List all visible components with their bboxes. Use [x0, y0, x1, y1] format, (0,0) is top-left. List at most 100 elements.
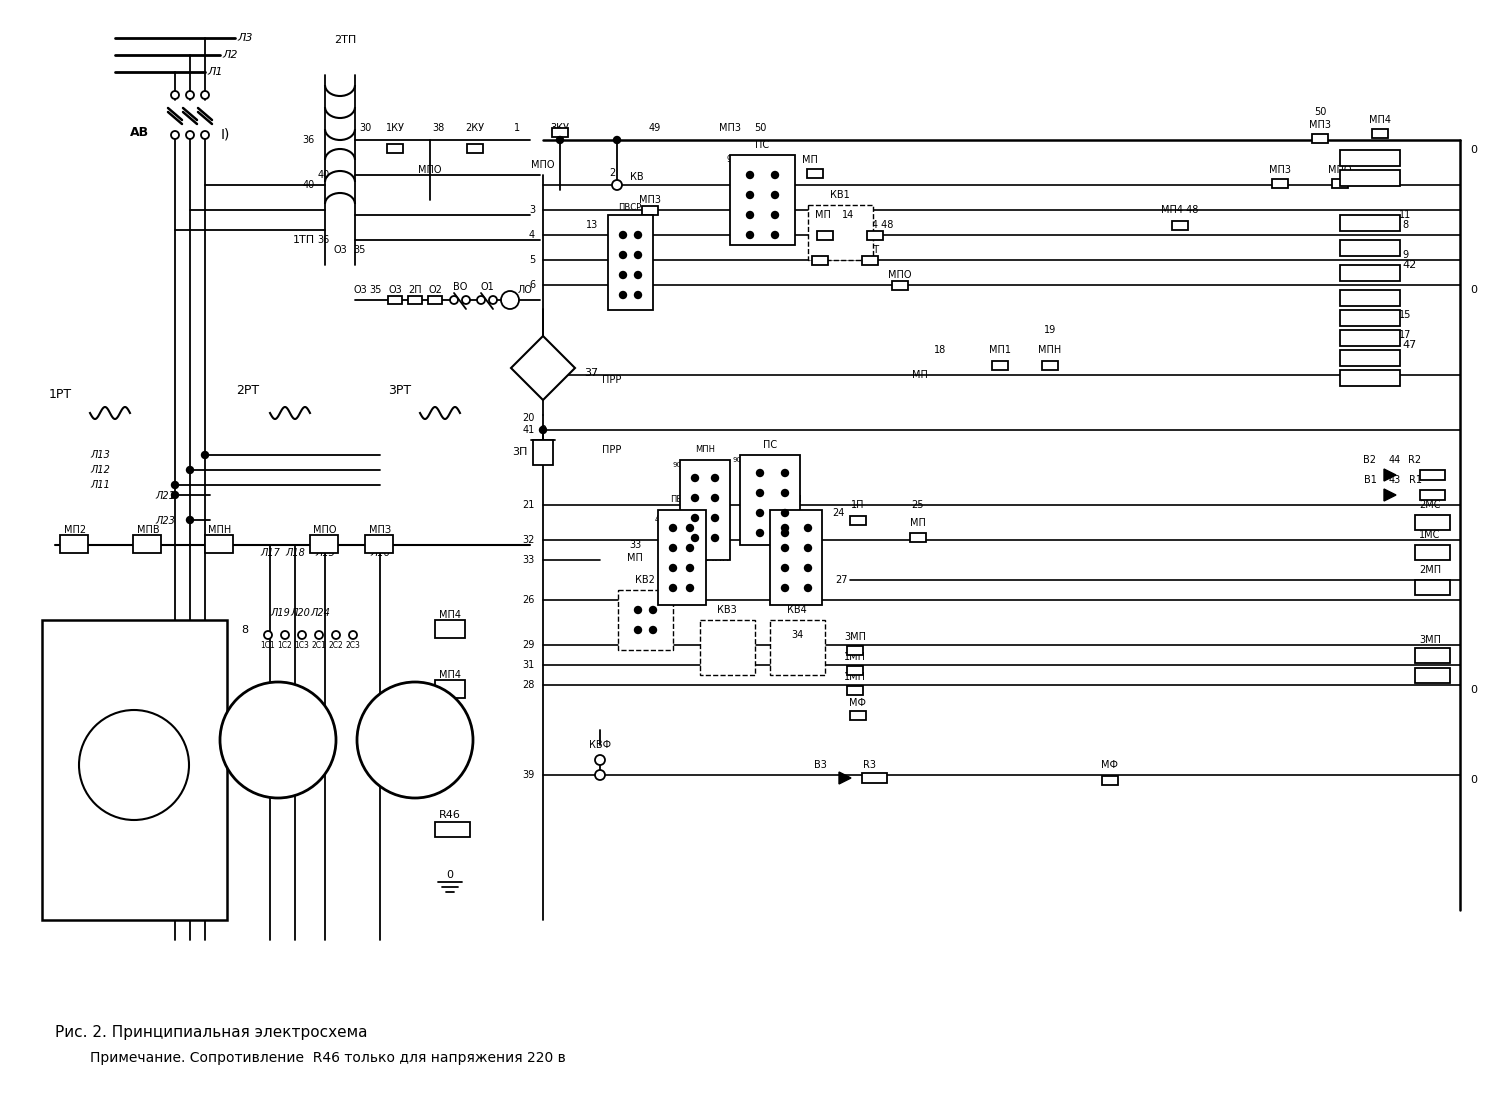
Text: R46: R46: [440, 810, 460, 820]
Circle shape: [771, 171, 778, 179]
Text: МПО: МПО: [531, 160, 555, 170]
Text: МП2: МП2: [1360, 314, 1380, 323]
Text: С4: С4: [174, 815, 189, 825]
Text: МП: МП: [912, 370, 928, 380]
Text: КВ: КВ: [630, 172, 644, 182]
Bar: [1420, 470, 1444, 480]
Text: 21: 21: [522, 499, 536, 511]
Text: Л17: Л17: [260, 548, 280, 558]
Circle shape: [782, 509, 789, 516]
Circle shape: [186, 91, 194, 99]
Text: МП3: МП3: [1360, 334, 1380, 343]
Text: 19: 19: [1044, 325, 1056, 335]
Text: В1: В1: [1364, 475, 1377, 485]
Text: МП1: МП1: [1359, 173, 1382, 183]
Text: Л23: Л23: [154, 516, 176, 526]
Circle shape: [687, 545, 693, 551]
Circle shape: [556, 137, 564, 144]
Text: 3П: 3П: [513, 448, 528, 457]
Circle shape: [350, 631, 357, 639]
Text: КВФ: КВФ: [590, 740, 610, 750]
Text: АВ: АВ: [130, 126, 150, 139]
Text: О3: О3: [352, 285, 368, 295]
Text: МПН: МПН: [694, 445, 715, 454]
Text: 2МП: 2МП: [1419, 565, 1442, 575]
Bar: [408, 296, 422, 304]
Circle shape: [771, 211, 778, 219]
Text: R1: R1: [1408, 475, 1422, 485]
Bar: [1340, 330, 1400, 346]
Circle shape: [692, 535, 699, 541]
Text: 1: 1: [514, 123, 520, 133]
Text: Л20: Л20: [290, 608, 310, 618]
Circle shape: [669, 525, 676, 532]
Circle shape: [540, 427, 546, 433]
Text: 36: 36: [303, 135, 315, 145]
Text: МПН: МПН: [1359, 243, 1382, 253]
Text: R2: R2: [1408, 455, 1422, 465]
Circle shape: [614, 137, 621, 144]
Polygon shape: [512, 336, 574, 400]
Bar: [466, 144, 483, 152]
Text: 36: 36: [318, 235, 330, 245]
Circle shape: [711, 535, 718, 541]
Text: 17: 17: [1400, 330, 1411, 340]
Text: МП1: МП1: [171, 670, 194, 680]
Text: 15: 15: [1400, 311, 1411, 320]
Text: МП: МП: [815, 210, 831, 220]
Text: ПРР: ПРР: [603, 375, 621, 385]
Text: КВ2: КВ2: [634, 575, 656, 585]
Bar: [730, 155, 795, 245]
Circle shape: [782, 529, 789, 537]
Text: 22: 22: [711, 508, 724, 518]
Circle shape: [804, 585, 812, 591]
Text: МП4 48: МП4 48: [856, 220, 894, 230]
Text: 43: 43: [1389, 475, 1401, 485]
Text: 2С1: 2С1: [312, 641, 327, 650]
Bar: [552, 128, 568, 137]
Text: ПП: ПП: [789, 495, 802, 505]
Text: Примечание. Сопротивление  R46 только для напряжения 220 в: Примечание. Сопротивление R46 только для…: [90, 1051, 566, 1065]
Circle shape: [620, 232, 627, 239]
Bar: [680, 460, 730, 560]
Text: 1МС: 1МС: [1419, 530, 1440, 540]
Text: МП: МП: [627, 552, 644, 564]
Text: 1РТ: 1РТ: [812, 245, 830, 255]
Circle shape: [782, 545, 789, 551]
Bar: [910, 533, 926, 541]
Text: R3: R3: [864, 760, 876, 770]
Text: МПВ: МПВ: [1360, 154, 1380, 162]
Circle shape: [315, 631, 322, 639]
Text: 13: 13: [585, 220, 598, 230]
Text: 50: 50: [754, 123, 766, 133]
Circle shape: [596, 770, 604, 780]
Text: МПО: МПО: [419, 165, 441, 175]
Text: МП3: МП3: [1310, 120, 1330, 130]
Text: 44: 44: [1389, 455, 1401, 465]
Text: 2КУ: 2КУ: [465, 123, 484, 133]
Bar: [892, 281, 908, 290]
Circle shape: [687, 565, 693, 571]
Text: В3: В3: [813, 760, 826, 770]
Bar: [42, 620, 226, 920]
Text: МПО: МПО: [888, 270, 912, 280]
Bar: [310, 535, 338, 552]
Text: 1С1: 1С1: [261, 641, 276, 650]
Text: МФ: МФ: [1101, 760, 1119, 770]
Text: МП3: МП3: [1269, 165, 1292, 175]
Text: 1МП: 1МП: [844, 652, 865, 662]
Text: МПН: МПН: [1359, 269, 1382, 278]
Circle shape: [450, 296, 458, 304]
Text: МП4: МП4: [440, 610, 460, 620]
Text: О3: О3: [388, 285, 402, 295]
Bar: [435, 620, 465, 638]
Text: 4: 4: [530, 230, 536, 240]
Circle shape: [620, 272, 627, 278]
Bar: [700, 620, 754, 675]
Circle shape: [782, 525, 789, 532]
Text: С6: С6: [50, 815, 64, 825]
Text: ПВСР: ПВСР: [670, 495, 693, 505]
Bar: [1340, 265, 1400, 281]
Text: ВС: ВС: [536, 364, 550, 373]
Text: МПН: МПН: [1038, 345, 1062, 355]
